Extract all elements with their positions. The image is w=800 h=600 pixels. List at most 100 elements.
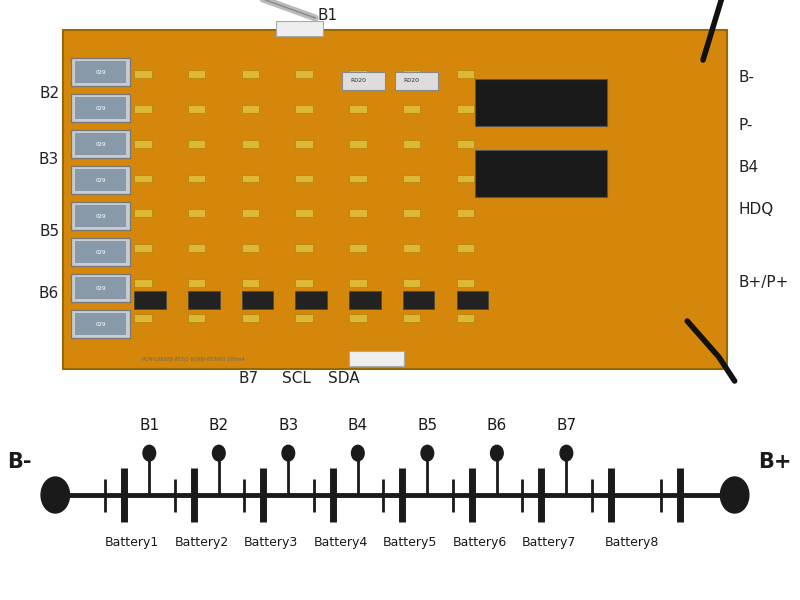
Text: HDQ: HDQ	[738, 202, 774, 217]
Bar	[474, 150, 607, 197]
Bar	[134, 70, 152, 78]
Text: B4: B4	[738, 160, 758, 175]
Bar	[457, 244, 474, 252]
Bar	[242, 140, 259, 148]
Bar	[349, 244, 366, 252]
Bar	[134, 175, 152, 182]
Bar	[403, 209, 420, 217]
Bar	[295, 314, 313, 322]
Bar	[75, 169, 126, 191]
Bar	[295, 175, 313, 182]
Bar	[395, 72, 438, 90]
Text: 029: 029	[95, 70, 106, 74]
Bar	[349, 175, 366, 182]
Bar	[403, 175, 420, 182]
Ellipse shape	[143, 445, 156, 461]
Bar	[75, 133, 126, 155]
Text: Battery2: Battery2	[174, 536, 229, 549]
Text: 029: 029	[95, 178, 106, 182]
Text: 029: 029	[95, 322, 106, 326]
Bar	[134, 140, 152, 148]
Text: B5: B5	[418, 418, 438, 433]
Bar	[457, 209, 474, 217]
Text: R020: R020	[350, 79, 366, 83]
Bar	[349, 314, 366, 322]
Text: 029: 029	[95, 142, 106, 146]
Text: PCM-L08S08-953(1-V)300-953V01 100mA: PCM-L08S08-953(1-V)300-953V01 100mA	[142, 357, 245, 362]
Text: Battery8: Battery8	[605, 536, 659, 549]
Bar	[75, 241, 126, 263]
Bar	[188, 279, 206, 287]
Ellipse shape	[351, 445, 364, 461]
Bar	[403, 105, 420, 113]
Bar	[295, 105, 313, 113]
Bar	[295, 209, 313, 217]
Bar	[188, 314, 206, 322]
Bar	[188, 175, 206, 182]
Bar	[71, 166, 130, 194]
Text: Battery7: Battery7	[522, 536, 576, 549]
Ellipse shape	[490, 445, 503, 461]
Bar	[295, 244, 313, 252]
Bar	[457, 291, 488, 309]
Bar	[349, 291, 381, 309]
Bar	[457, 70, 474, 78]
Bar	[349, 351, 404, 366]
Bar	[75, 277, 126, 299]
Bar	[71, 238, 130, 266]
Bar	[403, 314, 420, 322]
Text: B2: B2	[209, 418, 229, 433]
Text: B6: B6	[39, 286, 59, 301]
Bar	[457, 279, 474, 287]
Text: SDA: SDA	[328, 371, 359, 386]
Bar	[71, 58, 130, 86]
Text: B1: B1	[318, 8, 338, 23]
Text: B-: B-	[7, 452, 31, 472]
Bar	[75, 313, 126, 335]
Text: P-: P-	[738, 118, 753, 133]
Text: 029: 029	[95, 106, 106, 110]
Bar	[349, 70, 366, 78]
Bar	[457, 105, 474, 113]
Bar	[188, 291, 219, 309]
Text: B-: B-	[738, 70, 754, 85]
Bar	[403, 70, 420, 78]
Bar	[75, 97, 126, 119]
Bar	[188, 209, 206, 217]
Text: B3: B3	[39, 151, 59, 166]
Bar	[242, 175, 259, 182]
Bar	[71, 274, 130, 302]
Ellipse shape	[560, 445, 573, 461]
Bar	[457, 140, 474, 148]
Text: B5: B5	[39, 223, 59, 238]
Bar	[188, 105, 206, 113]
Text: Battery4: Battery4	[314, 536, 367, 549]
Ellipse shape	[721, 477, 749, 513]
Bar	[71, 202, 130, 230]
Bar	[403, 244, 420, 252]
Bar	[295, 279, 313, 287]
Bar	[349, 105, 366, 113]
Text: B2: B2	[39, 85, 59, 100]
Bar	[242, 209, 259, 217]
Bar	[457, 175, 474, 182]
Bar	[403, 279, 420, 287]
Text: Battery3: Battery3	[244, 536, 298, 549]
Text: B3: B3	[278, 418, 298, 433]
Bar	[75, 61, 126, 83]
Text: B7: B7	[238, 371, 259, 386]
Bar	[188, 70, 206, 78]
Bar	[349, 209, 366, 217]
Text: 029: 029	[95, 286, 106, 290]
Text: 029: 029	[95, 214, 106, 218]
Bar	[242, 105, 259, 113]
Bar	[134, 209, 152, 217]
Text: B4: B4	[348, 418, 368, 433]
Ellipse shape	[282, 445, 294, 461]
Ellipse shape	[41, 477, 70, 513]
Bar	[71, 130, 130, 158]
Text: B1: B1	[139, 418, 159, 433]
Bar	[71, 94, 130, 122]
Bar	[242, 314, 259, 322]
Text: B+: B+	[758, 452, 792, 472]
